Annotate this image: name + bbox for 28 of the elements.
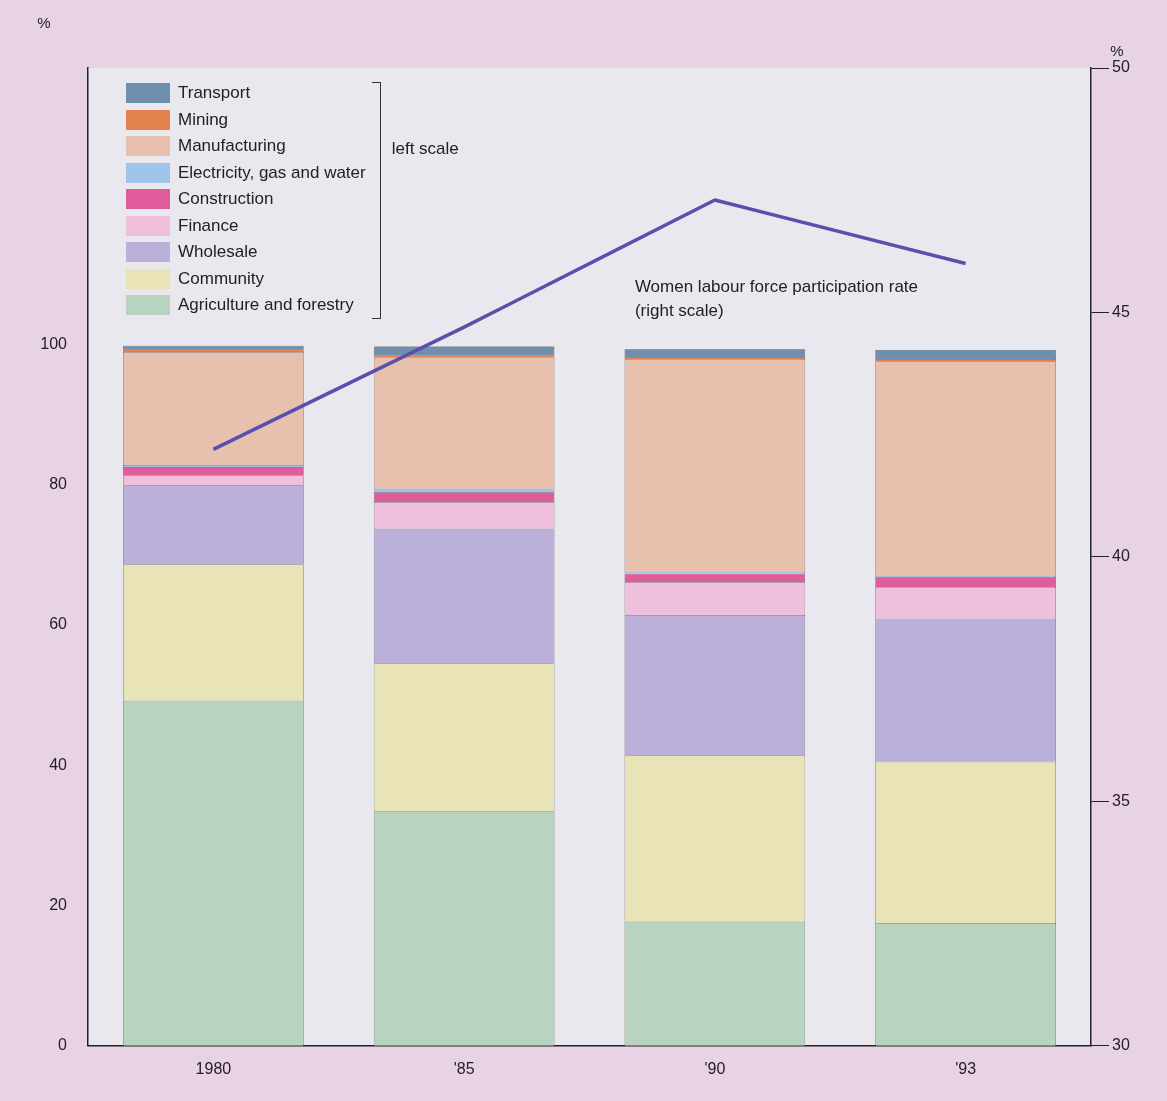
legend-label: Transport — [178, 83, 251, 104]
y-axis-title: % — [37, 14, 51, 31]
y2-tick-label: 40 — [1112, 547, 1130, 565]
legend-label: Agriculture and forestry — [178, 295, 354, 316]
legend-label: Electricity, gas and water — [178, 162, 366, 183]
legend-label: Manufacturing — [178, 136, 286, 157]
x-tick-label: 1980 — [195, 1059, 232, 1077]
legend-label: Community — [178, 268, 264, 289]
legend-label: Mining — [178, 109, 229, 130]
y-tick-label: 40 — [49, 755, 68, 773]
y-tick-label: 0 — [58, 1036, 68, 1054]
x-tick-label: '90 — [704, 1059, 726, 1077]
x-tick-label: '85 — [453, 1059, 475, 1077]
y2-tick-label: 30 — [1112, 1036, 1130, 1054]
y-tick-label: 100 — [40, 334, 68, 352]
series-label: Women labour force participation rate (right scale) — [634, 277, 919, 320]
y-tick-label: 80 — [49, 475, 68, 493]
legend-label: Construction — [178, 189, 274, 210]
y-tick-label: 60 — [49, 615, 68, 633]
legend-label: Finance — [178, 215, 239, 236]
y2-tick-label: 35 — [1112, 791, 1130, 809]
y-tick-label: 20 — [49, 895, 68, 913]
y2-tick-label: 45 — [1112, 302, 1130, 320]
annotation: left scale — [391, 139, 459, 160]
legend-label: Wholesale — [178, 242, 258, 263]
y2-axis-title: % — [1110, 42, 1124, 59]
x-tick-label: '93 — [955, 1059, 977, 1077]
y2-tick-label: 50 — [1112, 58, 1130, 76]
